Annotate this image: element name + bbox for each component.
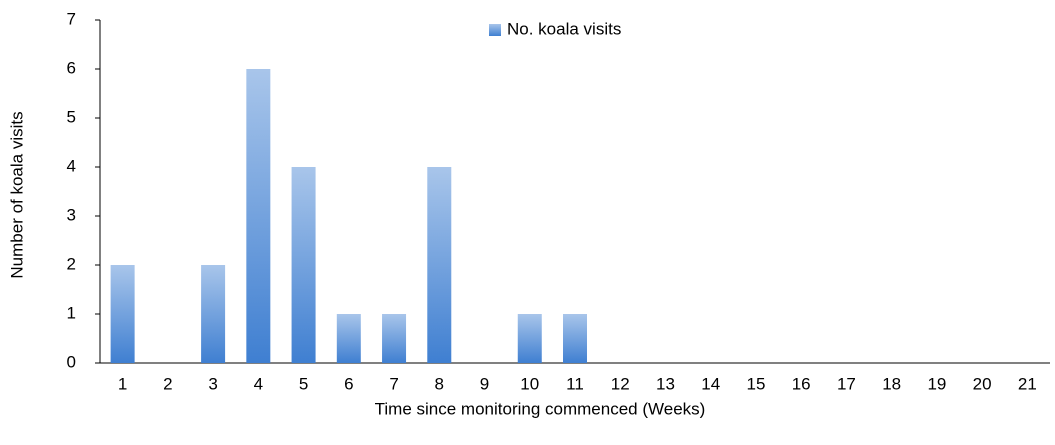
x-tick-label: 19 [927,374,946,393]
y-tick-label: 4 [67,156,76,175]
x-tick-label: 3 [208,374,217,393]
bar [517,314,542,363]
x-tick-label: 4 [254,374,263,393]
bar [336,314,361,363]
bar [110,265,135,363]
y-tick-label: 0 [67,352,76,371]
x-tick-label: 15 [746,374,765,393]
y-tick-label: 3 [67,205,76,224]
y-tick-label: 2 [67,254,76,273]
y-axis-title: Number of koala visits [7,111,26,278]
x-tick-label: 8 [435,374,444,393]
x-tick-label: 21 [1018,374,1037,393]
x-axis-title: Time since monitoring commenced (Weeks) [375,399,706,418]
bar [201,265,226,363]
legend-label: No. koala visits [507,19,621,38]
bar [246,69,271,363]
x-tick-label: 5 [299,374,308,393]
legend-swatch [489,24,501,36]
bar [382,314,407,363]
x-tick-label: 18 [882,374,901,393]
y-tick-label: 5 [67,107,76,126]
bar [563,314,587,363]
x-tick-label: 13 [656,374,675,393]
x-tick-label: 2 [163,374,172,393]
y-tick-label: 7 [67,9,76,28]
x-tick-label: 10 [520,374,539,393]
bar [291,167,316,363]
x-tick-label: 6 [344,374,353,393]
x-tick-label: 16 [792,374,811,393]
x-tick-label: 17 [837,374,856,393]
x-tick-label: 9 [480,374,489,393]
x-tick-label: 11 [566,374,584,393]
y-tick-label: 6 [67,58,76,77]
x-tick-label: 7 [389,374,398,393]
y-tick-label: 1 [67,303,76,322]
x-tick-label: 12 [611,374,630,393]
x-tick-label: 14 [701,374,720,393]
bar [427,167,452,363]
x-tick-label: 1 [118,374,127,393]
x-tick-label: 20 [973,374,992,393]
